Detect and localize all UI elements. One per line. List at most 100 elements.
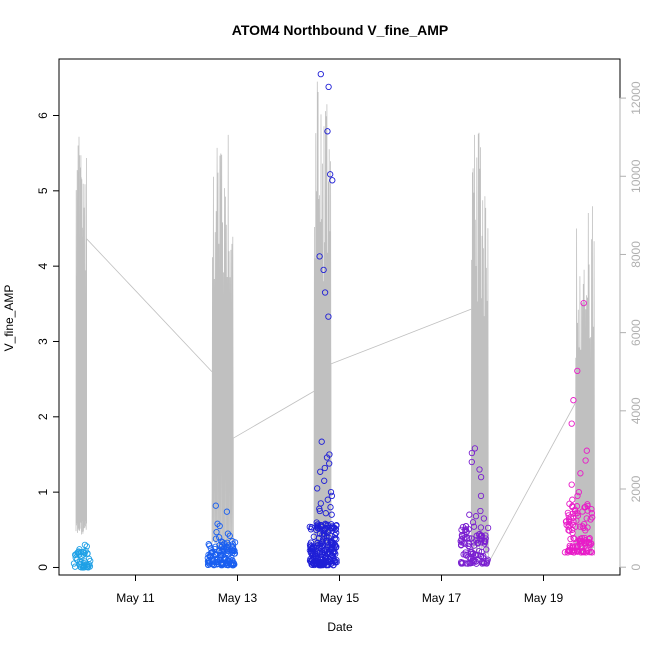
data-point — [225, 542, 232, 549]
data-point — [309, 560, 316, 567]
data-point — [217, 560, 224, 567]
data-point — [324, 496, 331, 503]
data-point — [478, 535, 486, 542]
data-point — [324, 561, 331, 568]
data-point — [478, 532, 485, 540]
x-axis: May 11 May 13 May 15 May 17 May 19 — [116, 574, 563, 605]
data-point — [587, 516, 594, 523]
data-point — [582, 457, 589, 464]
data-point — [212, 543, 219, 550]
data-point — [333, 556, 340, 564]
data-point — [569, 496, 576, 503]
data-point — [570, 549, 578, 556]
data-point — [472, 513, 480, 520]
data-point — [569, 503, 576, 511]
data-point — [228, 554, 235, 561]
data-point — [216, 534, 223, 541]
data-point — [477, 524, 485, 531]
data-point — [309, 551, 317, 558]
data-point — [316, 505, 323, 512]
data-point — [468, 458, 475, 466]
data-point — [473, 537, 480, 544]
data-point — [481, 560, 488, 567]
data-point — [322, 546, 329, 553]
data-point — [583, 515, 590, 522]
data-point — [328, 551, 335, 559]
data-point — [206, 542, 213, 549]
data-point — [83, 543, 90, 550]
y-tick-label: 5 — [36, 187, 50, 194]
data-point — [468, 449, 476, 457]
data-point — [576, 523, 584, 530]
data-point — [223, 549, 230, 557]
data-point — [327, 171, 334, 178]
data-point — [308, 561, 315, 568]
data-point — [457, 559, 465, 566]
data-point — [227, 560, 235, 567]
data-point — [477, 553, 484, 560]
data-point — [213, 528, 220, 536]
data-point — [313, 561, 320, 568]
line-connector — [233, 390, 315, 439]
data-point — [458, 541, 465, 549]
data-point — [567, 535, 574, 543]
data-point — [325, 561, 332, 569]
y2-tick-label: 4000 — [629, 397, 643, 424]
data-point — [316, 561, 323, 569]
y-tick-label: 6 — [36, 112, 50, 119]
data-point — [231, 547, 238, 555]
data-point — [321, 477, 328, 484]
data-point — [317, 468, 324, 475]
data-point — [80, 559, 87, 566]
data-point — [565, 515, 573, 523]
data-point — [307, 546, 315, 553]
data-point — [484, 524, 492, 532]
y2-tick-label: 8000 — [629, 241, 643, 268]
data-point — [457, 537, 464, 545]
data-point — [328, 492, 336, 500]
data-point — [81, 541, 89, 549]
y-axis-right: 0 2000 4000 6000 8000 10000 12000 — [619, 81, 643, 571]
data-point — [333, 535, 340, 543]
data-point — [478, 548, 485, 556]
data-point — [480, 552, 487, 560]
data-point — [466, 554, 473, 562]
data-point — [574, 512, 582, 519]
line-burst — [313, 81, 332, 556]
data-point — [585, 536, 593, 543]
data-point — [575, 488, 582, 496]
data-point — [471, 445, 479, 452]
data-point — [214, 555, 221, 563]
data-point — [462, 560, 469, 567]
x-tick-label: May 11 — [116, 591, 155, 605]
data-point — [572, 523, 579, 530]
data-point — [206, 552, 214, 559]
data-point — [568, 481, 575, 488]
data-point — [481, 538, 489, 546]
x-tick-label: May 17 — [422, 591, 462, 605]
y2-tick-label: 10000 — [629, 159, 643, 193]
data-point — [85, 555, 93, 563]
y2-tick-label: 0 — [629, 564, 643, 571]
data-point — [570, 397, 577, 404]
data-point — [318, 542, 325, 549]
y2-tick-label: 12000 — [629, 81, 643, 115]
data-point — [568, 420, 575, 427]
data-point — [574, 367, 581, 375]
data-point — [82, 547, 89, 555]
data-point — [326, 460, 333, 467]
data-point — [465, 526, 472, 533]
data-point — [325, 313, 332, 320]
data-point — [230, 546, 237, 553]
data-point — [329, 177, 336, 184]
y-tick-label: 3 — [36, 338, 50, 345]
data-point — [223, 559, 230, 566]
data-point — [317, 70, 324, 78]
line-burst — [575, 206, 595, 556]
data-point — [588, 509, 595, 517]
data-point — [583, 447, 590, 454]
data-point — [565, 523, 572, 530]
data-point — [579, 548, 586, 556]
data-point — [331, 531, 339, 539]
